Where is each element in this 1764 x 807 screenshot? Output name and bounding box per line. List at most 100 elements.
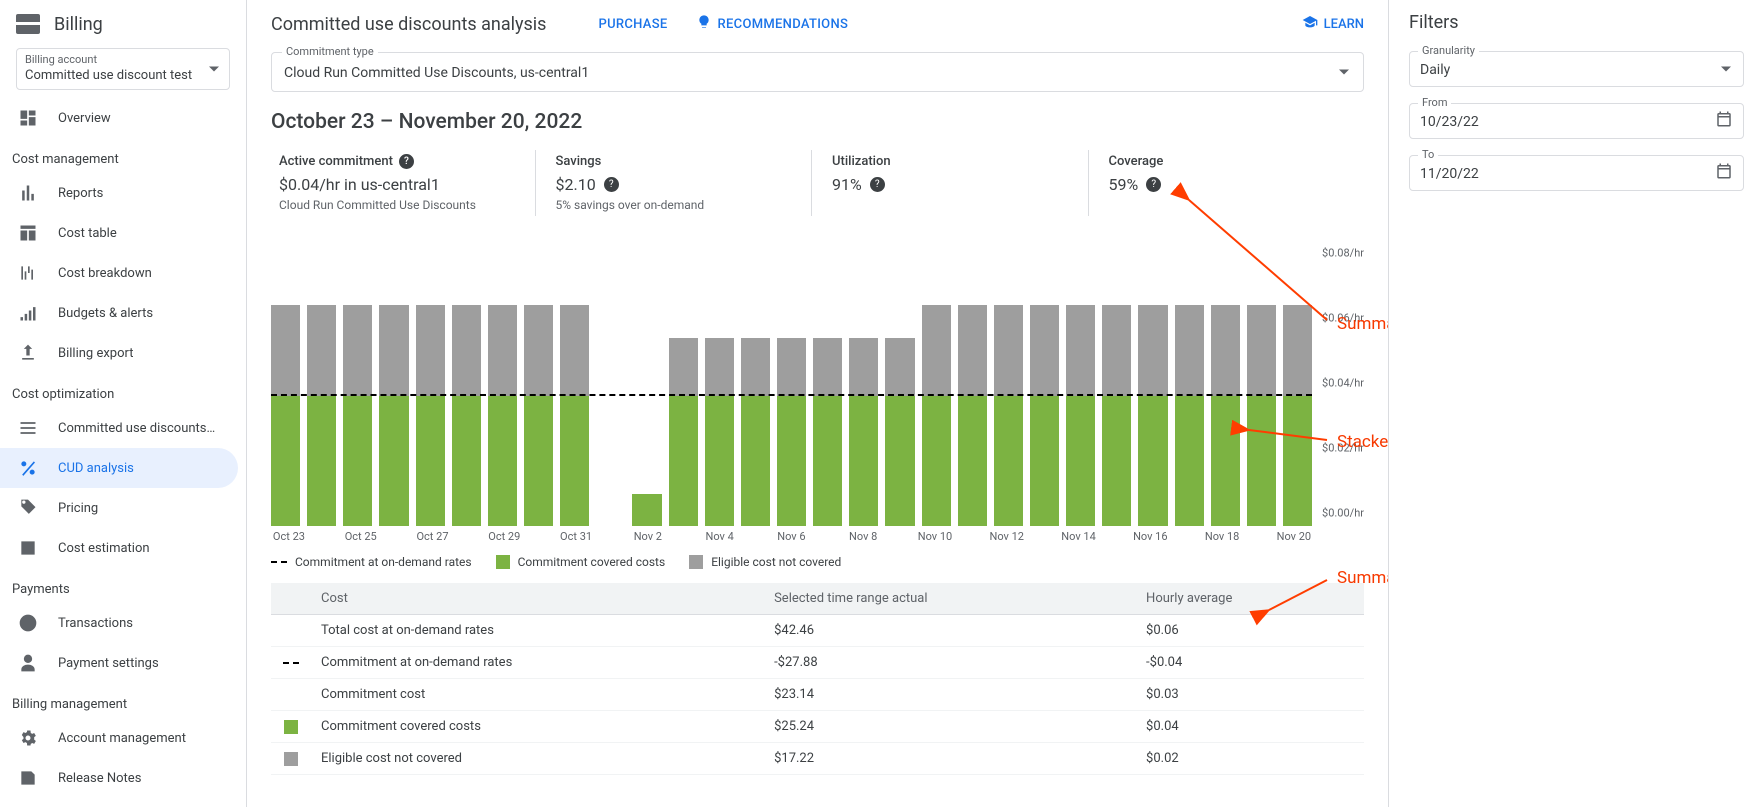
chart-bar[interactable] [994,266,1023,526]
tag-icon [18,498,38,518]
y-tick: $0.00/hr [1322,507,1364,520]
chart-bar[interactable] [1247,266,1276,526]
bar-segment-covered [777,396,806,526]
sidebar-item-payment-settings[interactable]: Payment settings [0,643,246,683]
sidebar-item-account-management[interactable]: Account management [0,718,246,758]
x-tick [450,530,486,543]
calendar-icon [1715,162,1733,184]
sidebar-item-release-notes[interactable]: Release Notes [0,758,246,798]
row-swatch-cell [271,679,311,711]
from-date-input[interactable]: From 10/23/22 [1409,103,1744,139]
help-icon[interactable]: ? [1146,177,1161,192]
nav-section-title: Cost optimization [0,373,246,408]
row-label: Commitment at on-demand rates [311,647,764,679]
bar-segment-covered [560,396,589,526]
help-icon[interactable]: ? [604,177,619,192]
chart-bar[interactable] [669,266,698,526]
sidebar-item-committed-use-discounts[interactable]: Committed use discounts… [0,408,246,448]
page-title: Committed use discounts analysis [271,14,546,35]
sidebar-item-cost-breakdown[interactable]: Cost breakdown [0,253,246,293]
sidebar-item-transactions[interactable]: Transactions [0,603,246,643]
sidebar-item-billing-export[interactable]: Billing export [0,333,246,373]
from-label: From [1418,96,1451,109]
row-swatch-cell [271,711,311,743]
nav-section-title: Payments [0,568,246,603]
bar-segment-not-covered [1066,305,1095,396]
bar-segment-not-covered [1283,305,1312,396]
bar-segment-not-covered [1211,305,1240,396]
purchase-link[interactable]: PURCHASE [598,17,667,32]
chart-bar[interactable] [741,266,770,526]
x-tick [666,530,702,543]
sidebar-item-reports[interactable]: Reports [0,173,246,213]
chart-bar[interactable] [560,266,589,526]
chart-bar[interactable] [885,266,914,526]
bar-segment-covered [813,396,842,526]
chart-bar[interactable] [1175,266,1204,526]
legend-label: Eligible cost not covered [711,555,841,569]
sidebar: Billing Billing account Committed use di… [0,0,247,807]
x-tick: Nov 14 [1061,530,1097,543]
bar-segment-not-covered [922,305,951,396]
commitment-type-label: Commitment type [282,45,378,58]
gear-icon [18,728,38,748]
chart-bar[interactable] [452,266,481,526]
granularity-select[interactable]: Granularity Daily [1409,51,1744,87]
row-label: Total cost at on-demand rates [311,615,764,647]
chart-bar[interactable] [1283,266,1312,526]
chart-bar[interactable] [632,266,661,526]
chart-bar[interactable] [379,266,408,526]
recommendations-link[interactable]: RECOMMENDATIONS [696,14,849,34]
legend-label: Commitment covered costs [518,555,666,569]
dash-swatch-icon [283,662,299,664]
chart-bar[interactable] [596,266,625,526]
chart-bar[interactable] [343,266,372,526]
sidebar-item-label: Overview [58,111,111,126]
sidebar-item-label: Transactions [58,616,133,631]
sidebar-item-overview[interactable]: Overview [0,98,246,138]
chart-bar[interactable] [307,266,336,526]
chart-bar[interactable] [1102,266,1131,526]
chart-bar[interactable] [705,266,734,526]
sidebar-item-cost-table[interactable]: Cost table [0,213,246,253]
y-tick: $0.06/hr [1322,312,1364,325]
chart-bar[interactable] [416,266,445,526]
table-row: Eligible cost not covered$17.22$0.02 [271,743,1364,775]
recommendations-label: RECOMMENDATIONS [718,17,849,32]
col-swatch [271,583,311,615]
sidebar-item-budgets-alerts[interactable]: Budgets & alerts [0,293,246,333]
chart-bar[interactable] [849,266,878,526]
graduation-cap-icon [1302,14,1318,34]
sidebar-item-pricing[interactable]: Pricing [0,488,246,528]
chart-bar[interactable] [488,266,517,526]
chart-bar[interactable] [958,266,987,526]
chart-bar[interactable] [1030,266,1059,526]
sidebar-item-cud-analysis[interactable]: CUD analysis [0,448,238,488]
to-date-input[interactable]: To 11/20/22 [1409,155,1744,191]
chart-bar[interactable] [1211,266,1240,526]
sidebar-item-cost-estimation[interactable]: Cost estimation [0,528,246,568]
x-tick: Oct 25 [343,530,379,543]
commitment-type-select[interactable]: Commitment type Cloud Run Committed Use … [271,52,1364,92]
bar-segment-not-covered [813,338,842,397]
chart-bar[interactable] [1138,266,1167,526]
x-tick: Nov 6 [773,530,809,543]
clock-icon [18,613,38,633]
help-icon[interactable]: ? [399,154,414,169]
x-tick [1168,530,1204,543]
help-icon[interactable]: ? [870,177,885,192]
chart-bar[interactable] [922,266,951,526]
row-hourly: $0.03 [1136,679,1364,711]
dash-swatch-icon [271,561,287,563]
chart-bar[interactable] [271,266,300,526]
chart-bar[interactable] [1066,266,1095,526]
to-value: 11/20/22 [1420,166,1733,182]
x-tick: Oct 23 [271,530,307,543]
billing-account-select[interactable]: Billing account Committed use discount t… [16,48,230,90]
chart-bar[interactable] [524,266,553,526]
chart-bar[interactable] [777,266,806,526]
bar-segment-covered [705,396,734,526]
row-hourly: $0.04 [1136,711,1364,743]
learn-link[interactable]: LEARN [1302,14,1364,34]
chart-bar[interactable] [813,266,842,526]
